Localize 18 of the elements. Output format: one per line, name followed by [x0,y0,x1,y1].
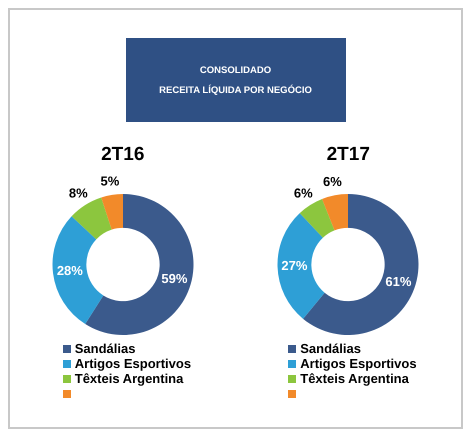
data-label: 59% [161,271,188,286]
chart-title: 2T17 [326,144,371,166]
text: CONSOLIDADO [200,64,272,76]
legend-label: Artigos Esportivos [74,356,192,371]
legend-label: Sandálias [74,341,136,356]
data-label: 6% [323,174,342,190]
data-label: 8% [68,186,88,201]
legend-label: Têxteis Argentina [74,371,184,386]
text: RECEITA LÍQUIDA POR NEGÓCIO [159,84,312,96]
legend-label: Sandálias [300,341,361,356]
legend-label: Artigos Esportivos [300,356,417,371]
data-label: 27% [282,258,308,273]
chart-title: 2T16 [100,144,146,166]
legend-label: Têxteis Argentina [300,371,409,386]
data-label: 6% [294,186,314,201]
data-label: 5% [100,174,120,189]
data-label: 61% [386,274,412,290]
data-label: 28% [56,262,84,278]
